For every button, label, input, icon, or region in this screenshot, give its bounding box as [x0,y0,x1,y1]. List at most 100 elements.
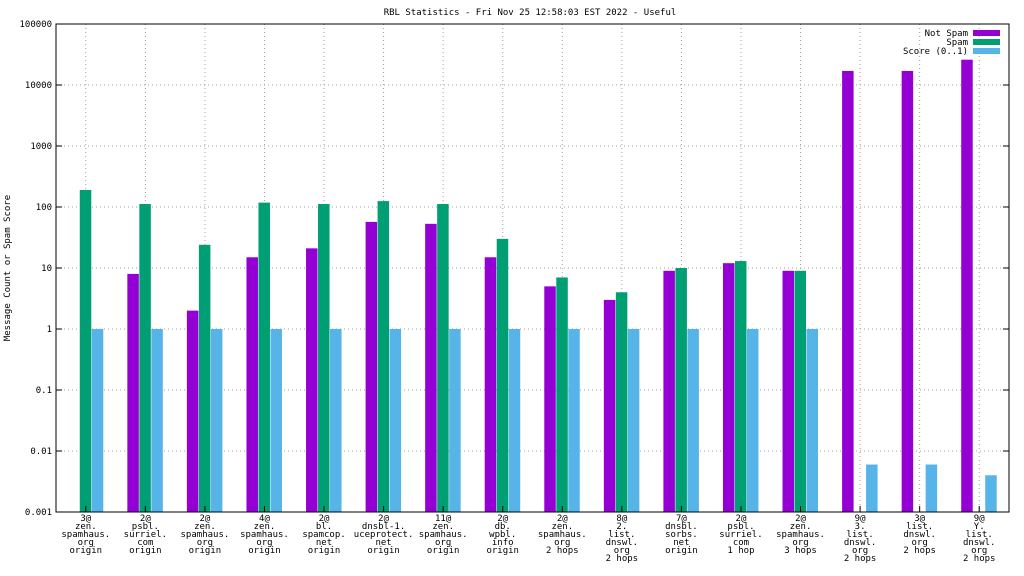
x-tick-label: sorbs. [665,530,698,540]
x-tick-label: 2@ [378,514,389,524]
x-tick-label: 3. [855,522,866,532]
x-tick-label: origin [70,546,103,556]
legend-swatch [973,39,1000,45]
x-tick-label: origin [367,546,400,556]
x-tick-label: zen. [790,522,812,532]
x-tick-label: org [971,546,987,556]
bar-spam [437,203,449,513]
bar-score-0-1 [210,329,223,512]
bar-not-spam [127,273,139,512]
x-tick-label: origin [248,546,281,556]
x-tick-label: 8@ [616,514,627,524]
x-tick-label: spamhaus. [181,530,230,540]
y-tick-label: 10000 [25,81,52,91]
bar-score-0-1 [627,329,640,512]
bar-not-spam [246,257,258,512]
bar-score-0-1 [270,329,282,512]
x-tick-label: spamhaus. [240,530,289,540]
x-tick-label: 2@ [795,514,806,524]
y-tick-label: 0.1 [36,386,52,396]
x-tick-label: spamhaus. [776,530,825,540]
x-tick-label: spamcop. [302,530,345,540]
y-tick-label: 10 [41,264,52,274]
x-tick-label: origin [129,546,162,556]
x-tick-label: origin [427,546,460,556]
x-tick-label: uceprotect. [354,530,414,540]
y-axis-label: Message Count or Spam Score [3,195,13,341]
y-tick-label: 100000 [19,20,52,30]
x-tick-label: 2@ [557,514,568,524]
x-tick-label: zen. [75,522,97,532]
x-tick-label: dnswl. [963,538,996,548]
x-tick-label: 2@ [199,514,210,524]
bar-not-spam [722,263,735,512]
x-tick-label: 2. [616,522,627,532]
x-tick-label: 3@ [914,514,925,524]
x-tick-label: com [137,538,153,548]
bar-not-spam [782,270,795,512]
x-tick-label: origin [189,546,222,556]
bar-score-0-1 [985,475,997,512]
x-tick-label: net [375,538,391,548]
bar-not-spam [603,299,616,512]
x-tick-label: 3@ [80,514,91,524]
bar-score-0-1 [568,329,580,512]
x-tick-label: 2@ [497,514,508,524]
x-tick-label: list. [847,530,874,540]
x-tick-label: origin [308,546,341,556]
legend-label: Spam [946,38,968,48]
x-tick-label: origin [486,546,519,556]
bar-spam [496,238,509,512]
x-tick-label: psbl. [132,522,159,532]
bar-score-0-1 [806,329,819,512]
legend-label: Score (0..1) [903,47,968,57]
x-tick-label: 2 hops [606,554,639,564]
x-tick-label: org [912,538,928,548]
x-tick-label: 2@ [319,514,330,524]
plot-frame [55,23,1010,513]
x-tick-label: db. [495,522,511,532]
x-tick-label: zen. [254,522,276,532]
x-tick-label: spamhaus. [419,530,468,540]
x-tick-label: dnsbl-1. [362,522,405,532]
chart-title: RBL Statistics - Fri Nov 25 12:58:03 EST… [384,8,677,18]
bar-spam [794,270,807,512]
x-tick-label: list. [608,530,635,540]
bar-not-spam [901,70,914,512]
x-tick-label: org [197,538,213,548]
x-tick-label: zen. [432,522,454,532]
x-tick-label: spamhaus. [538,530,587,540]
x-tick-label: 2@ [140,514,151,524]
bar-not-spam [306,248,318,513]
y-tick-label: 1000 [30,142,52,152]
bar-spam [198,244,211,512]
x-tick-label: org [78,538,94,548]
bar-not-spam [186,310,199,512]
x-tick-label: 4@ [259,514,270,524]
bar-score-0-1 [449,329,461,512]
x-tick-label: org [554,538,570,548]
y-tick-label: 100 [36,203,52,213]
bar-not-spam [961,59,973,513]
bars [79,59,997,513]
legend-swatch [973,30,1000,36]
bar-score-0-1 [746,329,759,512]
bar-not-spam [484,257,497,512]
x-tick-label: info [492,538,514,548]
bar-spam [675,268,687,512]
bar-spam [139,203,151,513]
bar-spam [615,292,628,512]
bar-score-0-1 [151,329,163,512]
y-tick-label: 1 [47,325,52,335]
x-tick-label: dnswl. [606,538,639,548]
bar-score-0-1 [91,329,104,512]
x-tick-label: 9@ [855,514,866,524]
x-tick-label: zen. [194,522,216,532]
x-tick-label: 2 hops [903,546,936,556]
bar-spam [734,261,747,512]
bar-score-0-1 [330,329,342,512]
bar-spam [258,202,270,512]
x-tick-label: 2 hops [546,546,579,556]
x-tick-label: 1 hop [727,546,754,556]
